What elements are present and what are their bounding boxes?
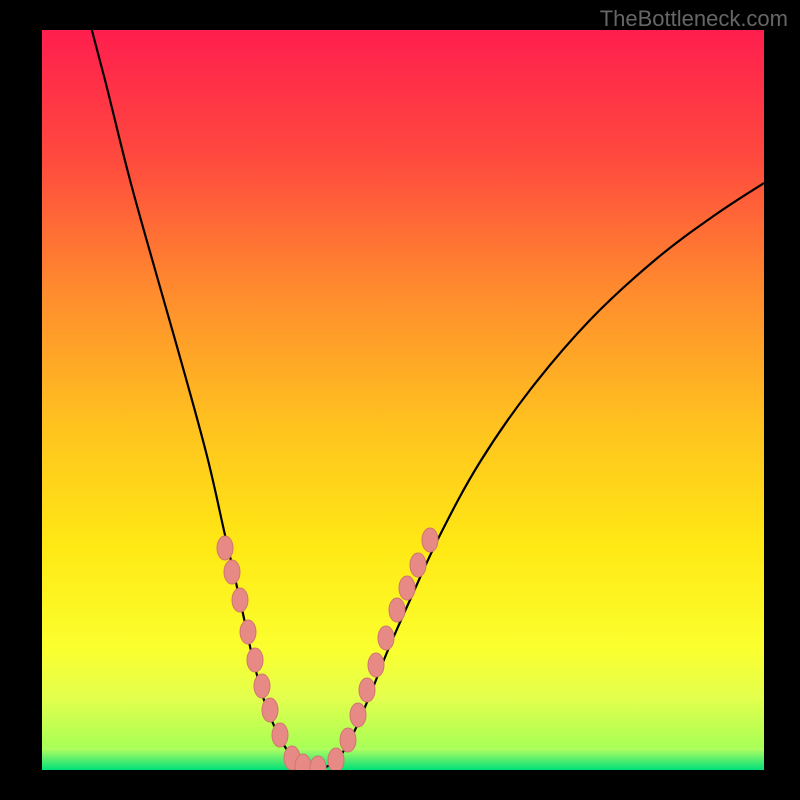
curve-marker [422,528,438,552]
curve-marker [217,536,233,560]
curve-marker [368,653,384,677]
curve-marker [262,698,278,722]
chart-svg [0,0,800,800]
gradient-background [42,30,764,748]
curve-marker [359,678,375,702]
curve-marker [247,648,263,672]
curve-marker [254,674,270,698]
curve-marker [340,728,356,752]
green-band [42,748,764,770]
curve-marker [389,598,405,622]
watermark-text: TheBottleneck.com [600,6,788,32]
curve-marker [378,626,394,650]
curve-marker [232,588,248,612]
curve-marker [399,576,415,600]
curve-marker [224,560,240,584]
curve-marker [328,748,344,772]
curve-marker [240,620,256,644]
curve-marker [350,703,366,727]
curve-marker [272,723,288,747]
curve-marker [410,553,426,577]
